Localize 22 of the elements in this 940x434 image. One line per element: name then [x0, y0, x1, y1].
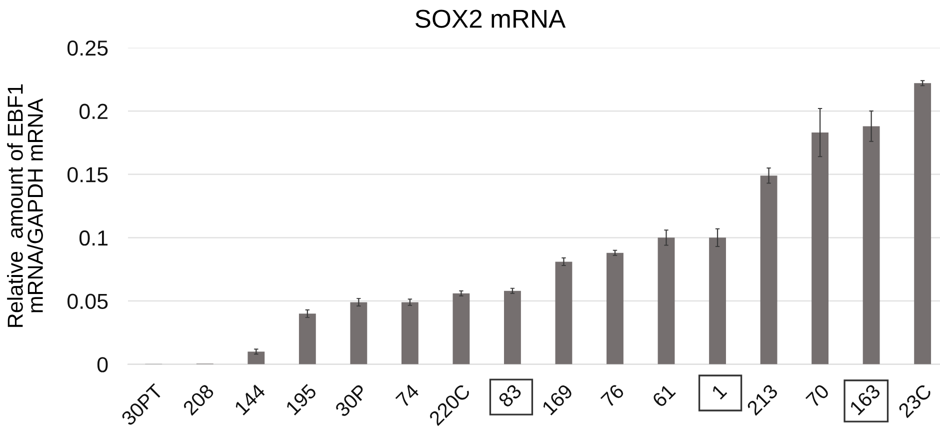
x-tick-label: 144	[234, 383, 266, 416]
x-tick-label: 74	[395, 383, 420, 408]
x-tick-label: 70	[805, 383, 830, 408]
x-tick-label: 213	[746, 383, 779, 416]
x-tick-label: 61	[652, 383, 676, 408]
x-tick-label: 195	[285, 383, 318, 416]
chart-title: SOX2 mRNA	[415, 10, 566, 28]
x-tick-label: 30P	[334, 383, 368, 418]
y-tick-label: 0.1	[79, 230, 108, 246]
y-tick-label: 0.05	[68, 294, 108, 309]
y-axis-title: Relative amount of EBF1 mRNA/GAPDH mRNA	[7, 84, 43, 327]
y-tick-label: 0.15	[68, 167, 108, 182]
y-tick-label: 0.2	[79, 104, 108, 120]
x-tick-label: 76	[600, 383, 625, 408]
y-tick-label: 0.25	[68, 40, 108, 56]
x-tick-label: 208	[182, 383, 215, 416]
y-tick-label: 0	[97, 357, 108, 372]
x-tick-label: 23C	[898, 383, 932, 418]
x-tick-label: 1	[711, 384, 728, 400]
x-tick-label: 163	[849, 383, 882, 416]
x-tick-label: 83	[498, 383, 522, 408]
x-tick-label: 169	[541, 383, 574, 416]
